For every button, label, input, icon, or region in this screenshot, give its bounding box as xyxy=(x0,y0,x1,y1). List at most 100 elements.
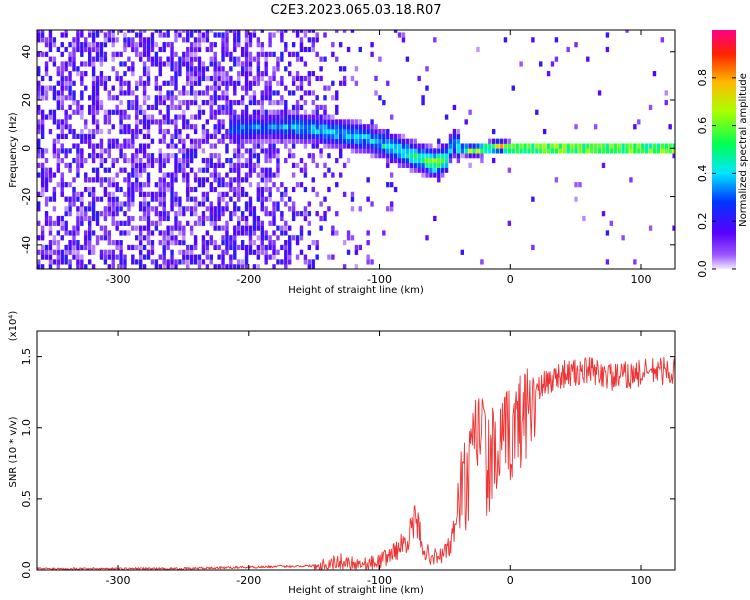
heatmap-cell xyxy=(166,230,170,236)
heatmap-cell xyxy=(217,172,221,178)
heatmap-cell xyxy=(44,211,49,217)
heatmap-cell xyxy=(115,157,119,164)
heatmap-cell xyxy=(229,177,233,183)
heatmap-cell xyxy=(221,211,225,217)
heatmap-cell xyxy=(288,138,292,144)
heatmap-cell xyxy=(162,172,166,178)
heatmap-cell xyxy=(268,235,272,241)
heatmap-cell xyxy=(288,61,292,67)
heatmap-cell xyxy=(162,259,166,265)
heatmap-cell xyxy=(276,133,280,140)
heatmap-cell xyxy=(574,148,578,154)
snr-y-ticks: 0.00.51.01.5 xyxy=(20,348,675,579)
heatmap-cell xyxy=(170,186,174,193)
heatmap-cell xyxy=(460,143,464,149)
heatmap-cell xyxy=(68,104,72,111)
heatmap-cell xyxy=(339,42,343,48)
heatmap-cell xyxy=(229,254,233,260)
heatmap-cell xyxy=(217,104,221,111)
heatmap-cell xyxy=(189,80,194,86)
heatmap-cell xyxy=(284,104,288,111)
heatmap-cell xyxy=(138,109,143,115)
heatmap-cell xyxy=(397,162,402,168)
heatmap-cell xyxy=(138,172,143,178)
heatmap-cell xyxy=(417,167,421,173)
heatmap-cell xyxy=(319,138,323,144)
heatmap-cell xyxy=(295,235,300,241)
heatmap-cell xyxy=(95,196,100,202)
heatmap-cell xyxy=(480,153,484,159)
heatmap-cell xyxy=(205,37,210,43)
heatmap-cell xyxy=(221,66,225,72)
heatmap-cell xyxy=(295,138,300,144)
heatmap-cell xyxy=(127,128,131,135)
heatmap-cell xyxy=(260,30,264,33)
heatmap-cell xyxy=(237,148,241,154)
heatmap-cell xyxy=(621,148,625,154)
heatmap-cell xyxy=(288,244,292,251)
heatmap-cell xyxy=(60,90,64,96)
heatmap-cell xyxy=(288,128,292,135)
heatmap-cell xyxy=(593,124,598,130)
heatmap-cell xyxy=(91,32,96,38)
heatmap-cell xyxy=(170,61,174,67)
heatmap-cell xyxy=(189,186,194,193)
heatmap-cell xyxy=(189,167,194,173)
heatmap-cell xyxy=(433,215,437,222)
heatmap-cell xyxy=(409,143,414,149)
heatmap-cell xyxy=(237,244,241,251)
heatmap-cell xyxy=(264,167,268,173)
heatmap-cell xyxy=(240,128,245,135)
heatmap-cell xyxy=(244,157,249,164)
heatmap-cell xyxy=(668,148,672,154)
heatmap-cell xyxy=(264,119,268,125)
heatmap-cell xyxy=(291,211,296,217)
heatmap-cell xyxy=(248,211,253,217)
heatmap-cell xyxy=(107,30,111,33)
heatmap-cell xyxy=(268,37,272,43)
heatmap-cell xyxy=(233,42,237,48)
heatmap-cell xyxy=(170,153,174,159)
heatmap-cell xyxy=(256,244,261,251)
heatmap-cell xyxy=(284,124,288,130)
heatmap-cell xyxy=(225,225,229,231)
heatmap-cell xyxy=(252,32,257,38)
heatmap-cell xyxy=(166,244,170,251)
heatmap-cell xyxy=(237,230,241,236)
heatmap-cell xyxy=(339,124,343,130)
heatmap-cell xyxy=(272,201,276,207)
heatmap-cell xyxy=(244,201,249,207)
heatmap-cell xyxy=(335,90,339,96)
heatmap-cell xyxy=(244,220,249,226)
heatmap-cell xyxy=(44,114,49,120)
heatmap-cell xyxy=(284,201,288,207)
heatmap-cell xyxy=(574,124,578,130)
heatmap-cell xyxy=(205,240,210,246)
spectrogram-y-axis-label: Frequency (Hz) xyxy=(8,112,19,188)
heatmap-cell xyxy=(366,177,370,183)
heatmap-cell xyxy=(331,80,335,86)
heatmap-cell xyxy=(178,104,182,111)
heatmap-cell xyxy=(44,182,49,188)
heatmap-cell xyxy=(237,264,241,269)
heatmap-cell xyxy=(209,109,213,115)
heatmap-cell xyxy=(142,162,147,168)
heatmap-cell xyxy=(225,230,229,236)
heatmap-cell xyxy=(174,71,178,77)
heatmap-cell xyxy=(327,153,331,159)
heatmap-cell xyxy=(331,143,335,149)
heatmap-cell xyxy=(374,75,378,82)
heatmap-cell xyxy=(95,95,100,101)
heatmap-cell xyxy=(244,230,249,236)
heatmap-cell xyxy=(260,124,264,130)
heatmap-cell xyxy=(260,143,264,149)
heatmap-cell xyxy=(138,186,143,193)
heatmap-cell xyxy=(578,148,582,154)
heatmap-cell xyxy=(268,157,272,164)
colorbar-gradient xyxy=(712,30,736,269)
heatmap-cell xyxy=(256,80,261,86)
heatmap-cell xyxy=(374,153,378,159)
heatmap-cell xyxy=(158,128,162,135)
heatmap-cell xyxy=(252,30,257,33)
heatmap-cell xyxy=(264,157,268,164)
